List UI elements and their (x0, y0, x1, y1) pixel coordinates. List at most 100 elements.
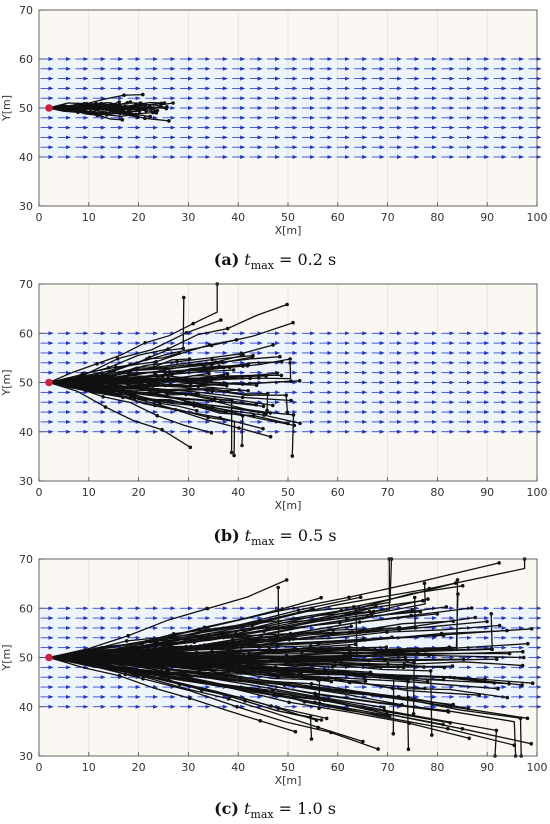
trajectory-node (128, 395, 133, 400)
trajectory-node (158, 401, 162, 406)
trajectory-node (505, 695, 510, 700)
trajectory-node (229, 450, 234, 455)
panel-caption: (a) tmax = 0.2 s (214, 250, 336, 272)
trajectory-node (115, 356, 120, 361)
trajectory-node (182, 678, 187, 682)
trajectory-node (446, 726, 450, 731)
y-tick-label: 70 (19, 4, 33, 17)
trajectory-node (333, 663, 338, 667)
caption-rest: = 0.5 s (274, 526, 336, 545)
trajectory-path (48, 93, 143, 109)
trajectory-node (250, 669, 254, 673)
trajectory-node (265, 391, 270, 396)
y-tick-label: 50 (19, 377, 33, 390)
trajectory-node (350, 630, 354, 634)
trajectory-node (234, 631, 238, 636)
x-tick-label: 80 (430, 211, 444, 224)
trajectory-node (422, 581, 427, 586)
x-tick-label: 0 (36, 486, 43, 499)
y-tick-label: 40 (19, 701, 33, 714)
trajectory-node (122, 93, 126, 97)
panel-c: 0 10 20 30 40 50 60 70 80 90 100 30 40 50 60 70 X[m] Y[m]… (0, 553, 548, 821)
trajectory-path (48, 587, 280, 659)
trajectory-node (339, 608, 344, 613)
trajectory-path (48, 656, 444, 726)
trajectory-node (210, 357, 214, 362)
trajectory-node (101, 395, 105, 399)
trajectory-node (450, 664, 455, 668)
trajectory-node (209, 362, 214, 367)
trajectory-node (80, 371, 85, 376)
trajectory-node (354, 608, 358, 613)
trajectory-node (390, 635, 394, 639)
trajectories (48, 92, 175, 123)
trajectory-path (48, 369, 234, 384)
trajectory-node (530, 681, 535, 685)
trajectory-node (529, 741, 533, 746)
x-tick-label: 100 (527, 211, 548, 224)
trajectory-node (345, 617, 349, 622)
x-tick-label: 20 (132, 211, 146, 224)
x-tick-label: 10 (82, 761, 96, 774)
start-point (45, 653, 53, 662)
trajectory-node (254, 383, 259, 388)
x-tick-label: 60 (331, 761, 345, 774)
trajectory-node (489, 612, 494, 616)
x-tick-label: 60 (331, 486, 345, 499)
trajectory-node (272, 638, 277, 643)
trajectory-node (267, 647, 272, 652)
x-tick-label: 100 (527, 486, 548, 499)
x-tick-label: 20 (132, 761, 146, 774)
caption-sub: max (250, 808, 274, 821)
trajectory-node (154, 360, 158, 364)
trajectory-node (200, 688, 204, 692)
trajectory-node (242, 628, 246, 632)
trajectory-node (120, 654, 125, 658)
trajectory-node (309, 737, 314, 741)
panel-caption: (c) tmax = 1.0 s (214, 799, 336, 821)
trajectory-node (74, 104, 78, 109)
trajectory-node (160, 427, 164, 432)
caption-sub: max (251, 535, 275, 548)
x-tick-label: 60 (331, 211, 345, 224)
flow-arrows (40, 57, 542, 159)
trajectory-node (144, 639, 149, 644)
trajectory-node (167, 119, 171, 123)
trajectory-node (188, 445, 193, 450)
trajectory-node (334, 676, 338, 681)
trajectory-path (48, 656, 454, 706)
trajectory-node (288, 361, 292, 365)
trajectory-node (173, 408, 178, 412)
trajectory-node (100, 373, 105, 377)
trajectory-node (402, 662, 407, 667)
trajectory-node (206, 415, 210, 420)
trajectory-node (126, 633, 130, 638)
trajectory-node (494, 728, 499, 733)
trajectory-node (290, 454, 295, 458)
trajectory-node (79, 375, 84, 379)
trajectory-node (225, 326, 230, 331)
trajectory-node (347, 645, 351, 649)
trajectory-node (428, 669, 433, 673)
trajectory-node (218, 416, 222, 420)
trajectory-node (521, 649, 525, 654)
trajectory-node (123, 672, 128, 677)
trajectory-path (48, 322, 294, 384)
trajectory-node (241, 364, 245, 368)
trajectory-node (329, 679, 334, 684)
trajectory-node (237, 388, 242, 392)
trajectory-node (363, 679, 368, 683)
trajectory-node (213, 360, 218, 364)
trajectory-path (48, 656, 522, 757)
trajectory-node (254, 402, 258, 407)
start-point (45, 104, 53, 112)
panel-b: 0 10 20 30 40 50 60 70 80 90 100 30 40 50 60 70 X[m] Y[m]… (0, 278, 548, 548)
trajectory-node (382, 705, 386, 710)
trajectory-node (106, 104, 110, 109)
trajectory-node (411, 712, 416, 716)
trajectory-node (218, 399, 223, 404)
trajectory-node (133, 104, 138, 108)
trajectory-node (324, 716, 329, 721)
trajectory-path (48, 608, 314, 659)
